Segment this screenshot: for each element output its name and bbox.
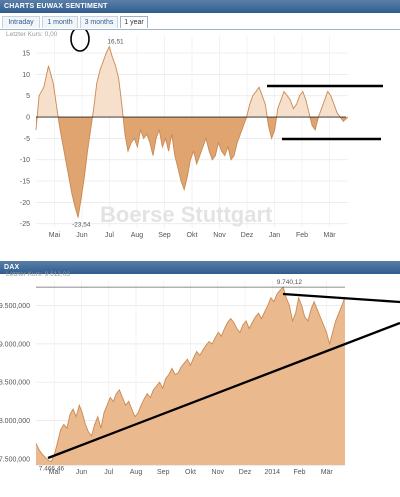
x-tick-label: Nov [213,232,226,239]
sentiment-x-axis: Mai Jun Jul Aug Sep Okt Nov Dez Jan Feb Mär [49,232,336,239]
x-tick-label: Dez [241,232,254,239]
y-tick-label: -5 [24,136,30,143]
y-tick-label: 7.500,000 [0,456,30,463]
x-tick-label: Okt [187,232,198,239]
y-tick-label: 0 [26,115,30,122]
x-tick-label: Sep [158,232,171,239]
value-annotation: 16,51 [107,39,124,46]
y-tick-label: -10 [20,157,30,164]
y-tick-label: 8.000,000 [0,418,30,425]
dax-line [35,286,346,462]
tab-intraday[interactable]: Intraday [2,16,40,28]
sentiment-area-positive [37,46,341,118]
sentiment-last-price: Letzter Kurs: 0,00 [6,31,58,38]
tab-highlight-circle [70,30,90,52]
x-tick-label: Jul [104,469,113,476]
x-tick-label: Mai [49,469,61,476]
x-tick-label: Mär [324,232,337,239]
y-tick-label: -25 [20,221,30,228]
y-tick-label: -15 [20,179,30,186]
x-tick-label: 2014 [264,469,280,476]
dax-x-axis: Mai Jun Jul Aug Sep Okt Nov Dez 2014 Feb Mär [49,469,334,476]
sentiment-panel-title: CHARTS EUWAX SENTIMENT [0,0,400,13]
sentiment-annotations: 16,51 -23,54 [72,39,124,229]
x-tick-label: Sep [157,469,170,476]
value-annotation: 7.466,46 [39,465,65,472]
x-tick-label: Jul [105,232,114,239]
y-tick-label: 15 [22,51,30,58]
x-tick-label: Jun [76,232,87,239]
dax-last-price: Letzter Kurs: 9.612,03 [6,271,70,278]
y-tick-label: -20 [20,200,30,207]
tab-1-year[interactable]: 1 year [120,16,148,28]
sentiment-chart: 15 10 5 0 -5 -10 -15 -20 -25 Mai Jun Jul Aug Sep Okt N… [20,30,383,239]
x-tick-label: Jun [76,469,87,476]
x-tick-label: Mär [321,469,334,476]
y-tick-label: 8.500,000 [0,380,30,387]
x-tick-label: Feb [296,232,308,239]
dax-area [36,287,345,465]
x-tick-label: Jan [269,232,280,239]
dax-panel-title: DAX [0,261,400,274]
x-tick-label: Aug [131,232,144,239]
y-tick-label: 5 [26,93,30,100]
value-annotation: 9.740,12 [277,279,303,286]
dax-y-axis: 9.500,000 9.000,000 8.500,000 8.000,000 7.50… [0,303,30,463]
tab-3-months[interactable]: 3 months [80,16,118,28]
x-tick-label: Mai [49,232,61,239]
y-tick-label: 10 [22,72,30,79]
sentiment-area-negative [36,117,348,218]
dax-chart: 9.500,000 9.000,000 8.500,000 8.000,000 7.50… [0,279,400,476]
x-tick-label: Okt [185,469,196,476]
x-tick-label: Nov [212,469,225,476]
value-annotation: -23,54 [72,222,91,229]
x-tick-label: Aug [130,469,143,476]
sentiment-watermark: Boerse Stuttgart [100,202,273,227]
support-trend-line [47,321,400,460]
sentiment-line [35,45,349,218]
x-tick-label: Feb [293,469,305,476]
resistance-trend-line [282,292,400,304]
dax-annotations: 9.740,12 7.466,46 [39,279,303,472]
x-tick-label: Dez [239,469,252,476]
y-tick-label: 9.500,000 [0,303,30,310]
tab-1-month[interactable]: 1 month [42,16,78,28]
time-range-tabs: Intraday 1 month 3 months 1 year [0,15,400,30]
sentiment-y-axis: 15 10 5 0 -5 -10 -15 -20 -25 [20,51,30,229]
y-tick-label: 9.000,000 [0,341,30,348]
